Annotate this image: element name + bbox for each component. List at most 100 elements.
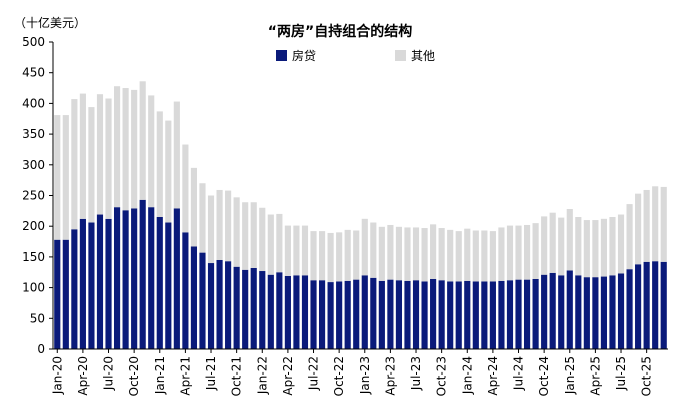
bar-mortgage xyxy=(131,208,138,349)
bar-other xyxy=(652,186,659,262)
bar-mortgage xyxy=(336,281,343,349)
bar-other xyxy=(575,216,582,276)
x-tick-label: Jan-22 xyxy=(255,356,269,395)
legend-label-other: 其他 xyxy=(411,49,435,63)
bar-mortgage xyxy=(122,210,129,349)
bar-other xyxy=(301,225,309,276)
bar-other xyxy=(438,228,445,281)
bar-other xyxy=(165,120,172,223)
bar-other xyxy=(96,94,104,215)
bar-mortgage xyxy=(259,271,266,349)
bar-other xyxy=(344,229,351,281)
bar-mortgage xyxy=(660,261,667,349)
bar-other xyxy=(353,230,360,280)
bar-other xyxy=(481,230,488,282)
x-tick-label: Apr-24 xyxy=(486,356,500,396)
bar-other xyxy=(617,214,625,274)
bar-mortgage xyxy=(216,259,223,349)
bar-other xyxy=(583,220,590,278)
bar-other xyxy=(182,144,189,233)
x-tick-label: Jan-25 xyxy=(563,356,577,395)
bar-other xyxy=(523,224,531,280)
bar-other xyxy=(626,204,633,270)
bar-mortgage xyxy=(310,280,317,349)
x-tick-label: Apr-23 xyxy=(383,356,397,396)
bar-other xyxy=(395,226,403,281)
bar-mortgage xyxy=(139,199,146,349)
y-tick-label: 350 xyxy=(22,127,45,141)
bars xyxy=(54,81,667,349)
x-tick-label: Oct-20 xyxy=(127,356,141,396)
bar-mortgage xyxy=(233,266,240,349)
bar-other xyxy=(327,232,334,283)
x-tick-label: Jul-20 xyxy=(102,356,116,391)
bar-other xyxy=(131,89,138,209)
bar-other xyxy=(549,212,556,273)
bar-mortgage xyxy=(378,280,385,349)
legend-swatch-other xyxy=(395,50,406,61)
y-tick-label: 150 xyxy=(22,250,45,264)
bar-mortgage xyxy=(165,222,172,349)
bar-other xyxy=(558,217,565,276)
x-tick-label: Jan-21 xyxy=(153,356,167,395)
x-tick-label: Apr-21 xyxy=(178,356,192,396)
bar-other xyxy=(267,214,274,275)
bar-mortgage xyxy=(370,277,377,349)
bar-other xyxy=(361,218,368,276)
bar-mortgage xyxy=(566,270,573,349)
x-tick-label: Apr-22 xyxy=(281,356,295,396)
legend: 房贷 其他 xyxy=(276,48,435,63)
bar-other xyxy=(515,225,522,280)
bar-mortgage xyxy=(276,272,283,349)
bar-mortgage xyxy=(156,216,163,349)
bar-mortgage xyxy=(575,275,582,349)
chart-title: “两房”自持组合的结构 xyxy=(268,23,412,40)
bar-mortgage xyxy=(600,276,608,349)
bar-mortgage xyxy=(430,279,437,349)
bar-other xyxy=(79,93,86,219)
bar-other xyxy=(139,81,146,200)
bar-mortgage xyxy=(96,214,104,349)
bar-mortgage xyxy=(421,281,428,349)
bar-mortgage xyxy=(318,280,326,349)
bar-mortgage xyxy=(190,246,198,349)
x-tick-label: Oct-24 xyxy=(537,356,551,396)
bar-other xyxy=(498,227,505,281)
bar-other xyxy=(250,202,257,268)
bar-other xyxy=(660,186,667,262)
x-tick-label: Jan-20 xyxy=(50,356,64,395)
y-tick-label: 250 xyxy=(22,189,45,203)
bar-mortgage xyxy=(148,207,155,349)
bar-other xyxy=(54,115,61,240)
bar-mortgage xyxy=(199,252,206,349)
bar-other xyxy=(148,95,155,208)
bar-mortgage xyxy=(361,275,368,349)
bar-other xyxy=(387,224,394,280)
bar-mortgage xyxy=(79,218,86,349)
x-tick-label: Jul-21 xyxy=(204,356,218,391)
bar-other xyxy=(242,202,249,270)
bar-mortgage xyxy=(182,232,189,349)
bar-mortgage xyxy=(558,275,565,349)
bar-mortgage xyxy=(242,269,249,349)
y-tick-label: 500 xyxy=(22,35,45,49)
y-tick-label: 450 xyxy=(22,66,45,80)
y-tick-label: 50 xyxy=(30,311,45,325)
bar-other xyxy=(472,230,479,282)
bar-mortgage xyxy=(635,264,642,349)
bar-mortgage xyxy=(105,218,112,349)
bar-mortgage xyxy=(284,275,291,349)
bar-other xyxy=(293,225,300,276)
bar-other xyxy=(62,115,69,240)
bar-mortgage xyxy=(344,280,351,349)
y-tick-label: 300 xyxy=(22,158,45,172)
bar-mortgage xyxy=(515,279,522,349)
bar-other xyxy=(310,231,317,281)
bar-mortgage xyxy=(113,207,121,349)
bar-mortgage xyxy=(54,239,61,349)
bar-mortgage xyxy=(549,272,556,349)
x-tick-label: Oct-22 xyxy=(332,356,346,396)
bar-mortgage xyxy=(353,279,360,349)
x-tick-label: Jan-24 xyxy=(460,356,474,395)
bar-mortgage xyxy=(609,275,616,349)
